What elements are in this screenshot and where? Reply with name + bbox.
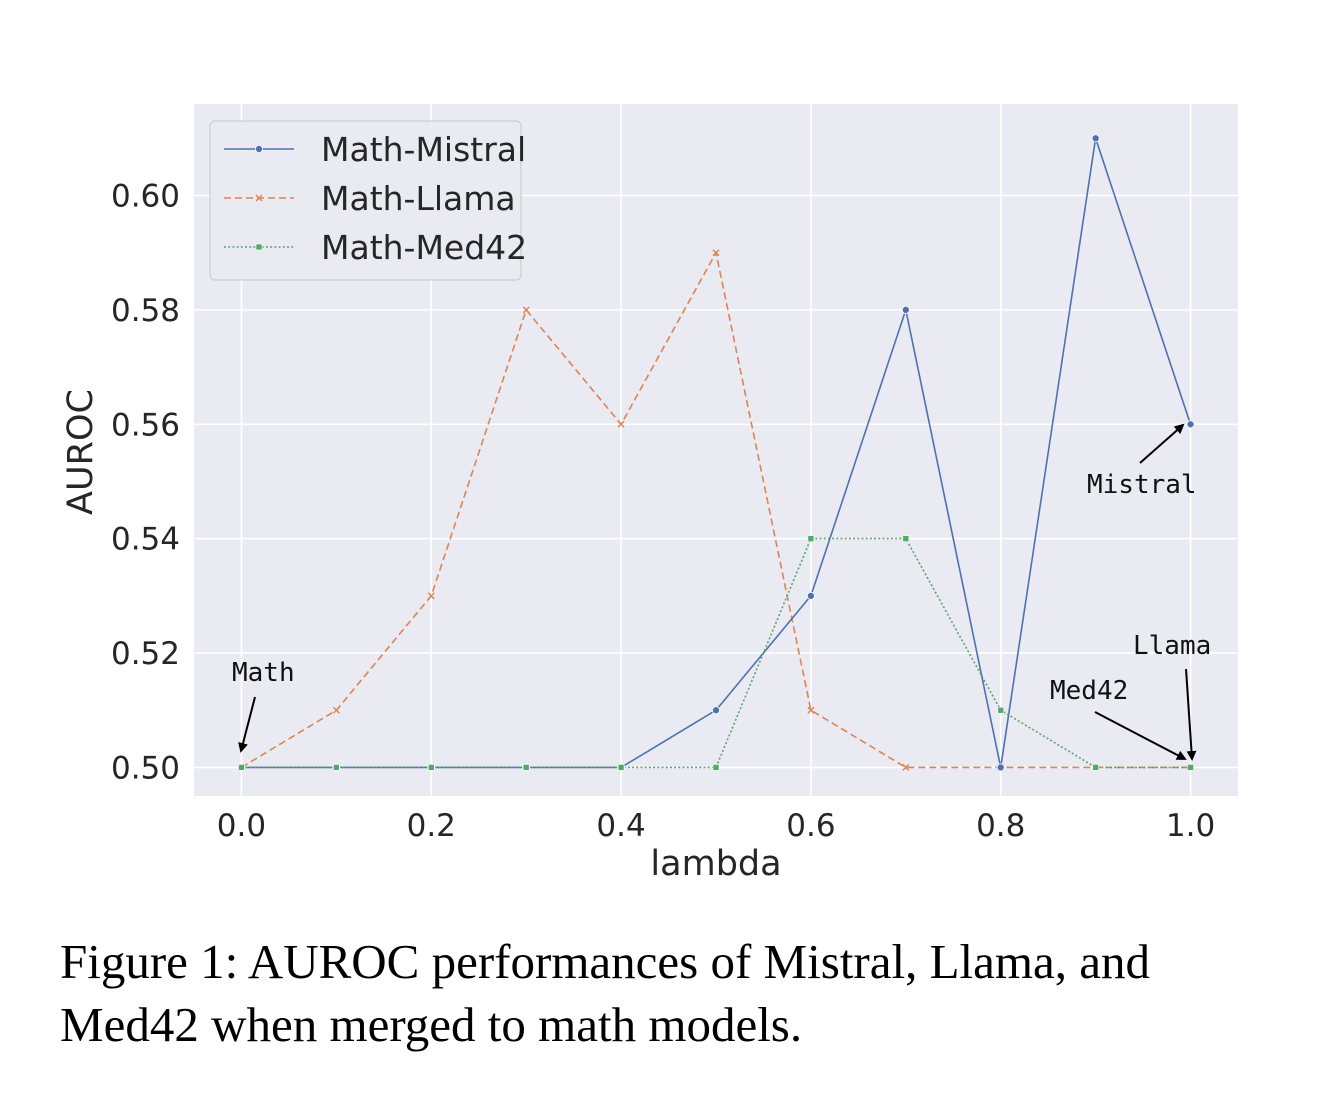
legend-label: Math-Mistral: [321, 130, 526, 169]
legend-box: [209, 120, 522, 281]
data-point-math-med42: [617, 764, 625, 771]
legend: Math-Mistral Math-Llama Math-Med42: [209, 120, 527, 281]
legend-marker-icon: [254, 144, 263, 153]
data-point-math-llama: [522, 306, 530, 314]
data-point-math-med42: [997, 706, 1005, 714]
data-point-math-llama: [427, 592, 435, 600]
annotation-arrow-math: [238, 696, 256, 753]
y-tick-label: 0.50: [111, 750, 180, 786]
y-tick-label: 0.60: [111, 179, 180, 215]
annotation-mistral: Mistral: [1087, 470, 1197, 500]
y-axis-label: AUROC: [61, 389, 101, 515]
legend-label: Math-Med42: [321, 228, 527, 267]
data-point-math-med42: [1187, 764, 1194, 771]
data-point-math-mistral: [806, 591, 815, 600]
annotation-math: Math: [232, 658, 295, 688]
data-point-math-llama: [902, 763, 910, 771]
series-line-math-med42: [241, 537, 1191, 769]
data-point-math-med42: [238, 764, 245, 771]
y-tick-label: 0.56: [111, 407, 180, 443]
x-tick-label: 0.2: [407, 808, 456, 844]
data-point-math-med42: [1092, 764, 1099, 771]
x-axis-label: lambda: [650, 844, 781, 884]
annotation-arrow-mistral: [1139, 423, 1185, 464]
y-tick-label: 0.58: [111, 293, 180, 329]
data-point-math-med42: [902, 535, 910, 542]
data-point-math-mistral: [996, 763, 1005, 772]
y-tick-label: 0.52: [111, 636, 180, 672]
data-point-math-mistral: [1091, 134, 1100, 143]
data-point-math-med42: [333, 764, 340, 771]
data-point-math-llama: [617, 420, 625, 428]
figure-caption: Figure 1: AUROC performances of Mistral,…: [60, 934, 1151, 1052]
legend-marker-icon: [255, 243, 263, 251]
data-point-math-mistral: [901, 305, 910, 314]
data-point-math-med42: [427, 764, 435, 771]
x-tick-label: 0.4: [596, 808, 645, 844]
data-point-math-llama: [712, 249, 720, 257]
data-point-math-med42: [522, 764, 530, 771]
data-point-math-med42: [807, 535, 815, 542]
line-chart: 0.0 0.2 0.4 0.6 0.8 1.0 0.50 0.52 0.54 0.56 0.58 0.…: [61, 104, 1238, 884]
annotation-arrow-med42: [1094, 711, 1187, 760]
legend-label: Math-Llama: [321, 179, 516, 218]
x-tick-label: 0.0: [217, 808, 266, 844]
data-point-math-med42: [712, 764, 720, 771]
data-point-math-llama: [807, 706, 815, 714]
data-point-math-llama: [332, 706, 340, 714]
annotation-med42: Med42: [1050, 676, 1128, 706]
x-tick-label: 0.8: [976, 808, 1025, 844]
x-tick-label: 0.6: [786, 808, 835, 844]
legend-marker-icon: [255, 194, 263, 202]
y-tick-label: 0.54: [111, 522, 180, 558]
annotation-llama: Llama: [1133, 631, 1211, 661]
data-point-math-mistral: [712, 706, 721, 715]
annotation-arrow-llama: [1185, 668, 1197, 761]
x-tick-label: 1.0: [1166, 808, 1215, 844]
data-point-math-mistral: [1186, 420, 1195, 429]
